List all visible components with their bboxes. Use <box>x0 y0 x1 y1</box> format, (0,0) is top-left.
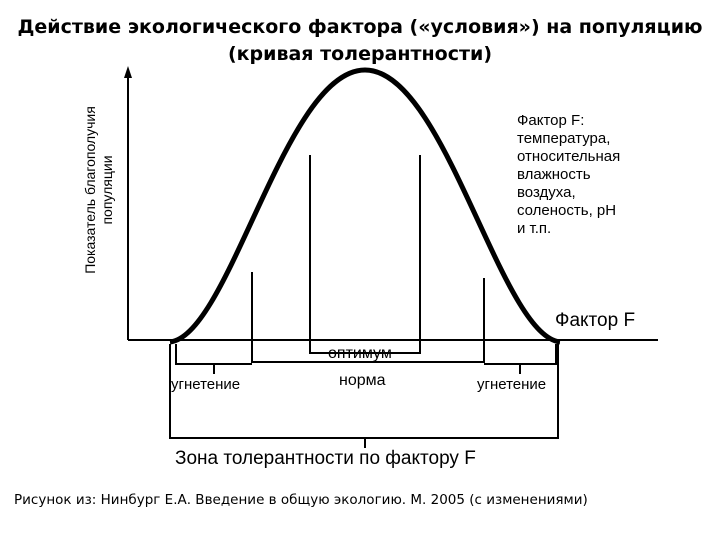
figure-caption: Рисунок из: Нинбург Е.А. Введение в общу… <box>14 492 588 508</box>
title-line-2: (кривая толерантности) <box>227 43 493 65</box>
optimum-label: оптимум <box>328 345 392 362</box>
norm-label: норма <box>339 372 386 389</box>
factor-note-line: температура, <box>517 130 611 147</box>
title-line-1: Действие экологического фактора («услови… <box>17 16 703 38</box>
factor-note-line: и т.п. <box>517 220 552 237</box>
factor-note: Фактор F: температура, относительная вла… <box>517 112 620 238</box>
factor-note-line: относительная <box>517 148 621 165</box>
factor-note-line: влажность <box>517 166 591 183</box>
left-inhibition-bracket <box>175 344 252 365</box>
tolerance-zone-label: Зона толерантности по фактору F <box>175 448 476 469</box>
left-inhibition-label: угнетение <box>171 376 241 393</box>
right-inhibition-label: угнетение <box>477 376 547 393</box>
y-axis-label-line-2: популяции <box>99 155 115 225</box>
y-axis-arrow <box>124 66 132 78</box>
tolerance-curve <box>169 67 561 345</box>
y-axis-label-line-1: Показатель благополучия <box>82 106 98 274</box>
x-axis-label: Фактор F <box>555 310 636 331</box>
diagram-title: Действие экологического фактора («услови… <box>0 14 720 68</box>
factor-note-line: воздуха, <box>517 184 576 201</box>
factor-note-line: Фактор F: <box>517 112 585 129</box>
right-inhibition-bracket <box>484 344 557 365</box>
y-axis-label: Показатель благополучия популяции <box>82 60 126 320</box>
optimum-bracket <box>309 340 421 354</box>
norm-bracket <box>251 340 485 363</box>
factor-note-line: соленость, pH <box>517 202 617 219</box>
